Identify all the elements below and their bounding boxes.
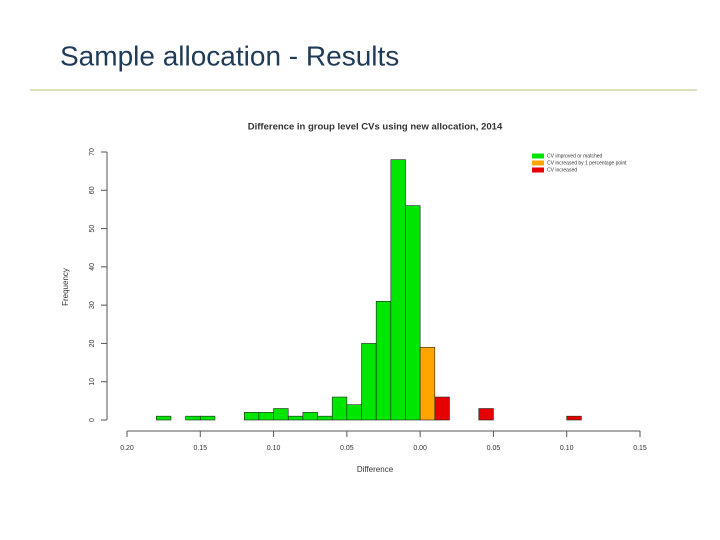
bar [287,415,304,421]
bar [346,404,362,421]
x-tick-label: 0.10 [560,445,574,452]
bar [243,412,260,421]
y-axis-label: Frequency [61,268,70,306]
x-tick-label: 0.10 [267,445,281,452]
x-tick-label: 0.15 [193,445,207,452]
x-axis-label: Difference [357,465,394,474]
x-tick-label: 0.05 [487,445,501,452]
legend-label: CV improved or matched [547,153,603,159]
legend-swatch [532,167,544,173]
y-tick-label: 0 [89,418,96,422]
bar [478,408,494,421]
legend-label: CV increased by 1 percentage point [547,160,627,166]
y-tick-label: 70 [89,148,96,156]
bar [199,415,216,421]
bar [185,415,201,421]
bar [317,415,333,421]
y-tick-label: 30 [89,301,96,309]
x-tick-label: 0.20 [120,445,134,452]
legend-label: CV increased [547,167,577,173]
y-tick-label: 60 [89,186,96,194]
bar [419,346,436,421]
legend-swatch [532,153,544,159]
x-tick-label: 0.05 [340,445,354,452]
chart-title: Difference in group level CVs using new … [248,122,503,133]
bar [258,412,274,421]
bar [390,159,406,421]
bar [405,205,421,421]
y-tick-label: 50 [89,225,96,233]
x-tick-label: 0.15 [633,445,647,452]
y-tick-label: 20 [89,339,96,347]
y-tick-label: 10 [89,378,96,386]
bar [566,415,582,421]
bar [361,343,377,421]
y-tick-label: 40 [89,263,96,271]
bar [156,415,172,421]
x-tick-label: 0.00 [413,445,427,452]
bar [331,396,348,421]
legend-swatch [532,160,544,166]
slide-title: Sample allocation - Results [60,40,399,71]
bar [375,301,392,421]
bar [434,396,450,421]
bar [302,412,318,421]
bar [273,408,289,421]
